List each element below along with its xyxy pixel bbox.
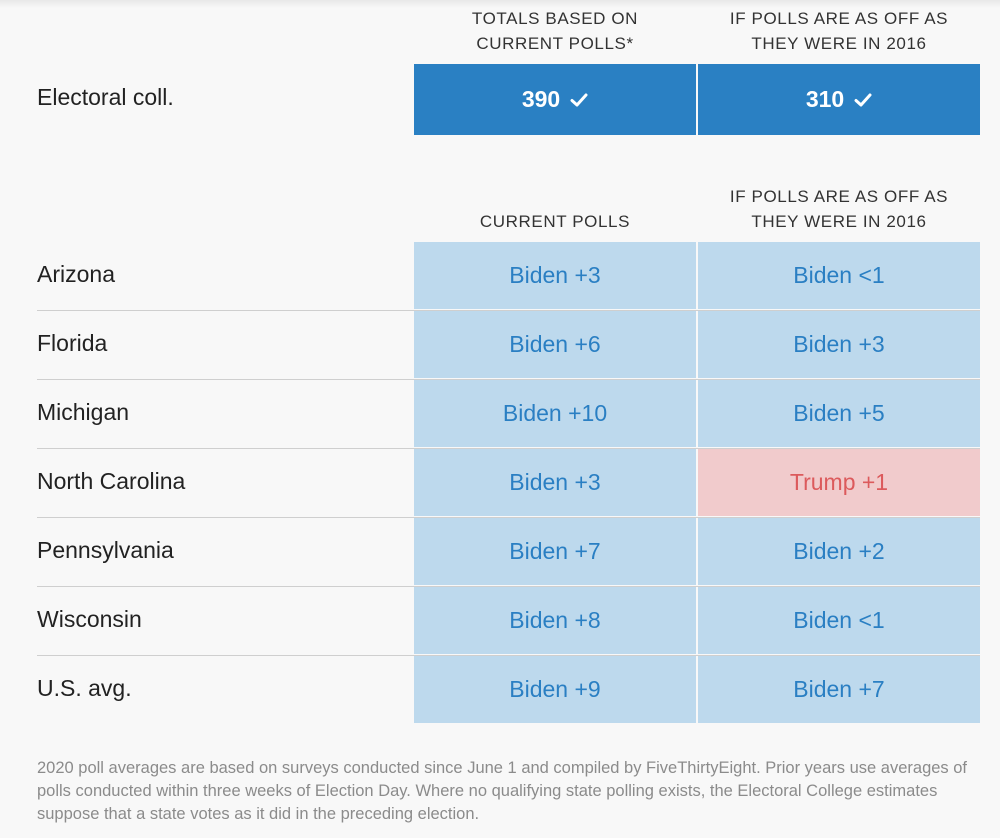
current-poll-cell: Biden +3 — [414, 242, 696, 309]
electoral-college-label: Electoral coll. — [37, 84, 174, 110]
state-label: U.S. avg. — [37, 675, 132, 701]
current-poll-cell: Biden +10 — [414, 380, 696, 447]
polls-2016-cell: Biden +2 — [698, 518, 980, 585]
header-line: CURRENT POLLS* — [476, 34, 634, 53]
check-icon — [854, 93, 872, 106]
top-shadow — [0, 0, 1000, 8]
current-poll-cell: Biden +3 — [414, 449, 696, 516]
row-divider — [37, 655, 980, 656]
row-divider — [37, 448, 980, 449]
header-line: THEY WERE IN 2016 — [751, 212, 927, 231]
polls-2016-header: IF POLLS ARE AS OFF AS THEY WERE IN 2016 — [698, 184, 980, 234]
electoral-2016-value: 310 — [805, 86, 845, 112]
state-label: Arizona — [37, 261, 115, 287]
row-divider — [37, 586, 980, 587]
header-line: IF POLLS ARE AS OFF AS — [729, 9, 949, 28]
footnote: 2020 poll averages are based on surveys … — [37, 759, 968, 823]
row-divider — [37, 310, 980, 311]
totals-current-header: TOTALS BASED ON CURRENT POLLS* — [414, 6, 696, 56]
current-polls-header: CURRENT POLLS — [414, 209, 696, 234]
electoral-current-value: 390 — [521, 86, 561, 112]
row-divider — [37, 379, 980, 380]
polls-2016-cell: Biden +3 — [698, 311, 980, 378]
electoral-current-cell: 390 — [414, 64, 696, 135]
polls-2016-cell: Biden +7 — [698, 656, 980, 723]
polls-2016-cell: Biden <1 — [698, 587, 980, 654]
electoral-2016-cell: 310 — [698, 64, 980, 135]
current-poll-cell: Biden +9 — [414, 656, 696, 723]
header-line: IF POLLS ARE AS OFF AS — [729, 187, 949, 206]
state-label: North Carolina — [37, 468, 186, 494]
state-label: Pennsylvania — [37, 537, 174, 563]
header-line: THEY WERE IN 2016 — [751, 34, 927, 53]
state-label: Florida — [37, 330, 108, 356]
header-line: CURRENT POLLS — [479, 212, 631, 231]
polls-2016-cell: Biden +5 — [698, 380, 980, 447]
polls-2016-cell: Biden <1 — [698, 242, 980, 309]
current-poll-cell: Biden +6 — [414, 311, 696, 378]
polls-2016-cell: Trump +1 — [698, 449, 980, 516]
header-line: TOTALS BASED ON — [471, 9, 639, 28]
state-label: Michigan — [37, 399, 130, 425]
totals-2016-header: IF POLLS ARE AS OFF AS THEY WERE IN 2016 — [698, 6, 980, 56]
check-icon — [570, 93, 588, 106]
row-divider — [37, 517, 980, 518]
current-poll-cell: Biden +8 — [414, 587, 696, 654]
current-poll-cell: Biden +7 — [414, 518, 696, 585]
state-label: Wisconsin — [37, 606, 142, 632]
